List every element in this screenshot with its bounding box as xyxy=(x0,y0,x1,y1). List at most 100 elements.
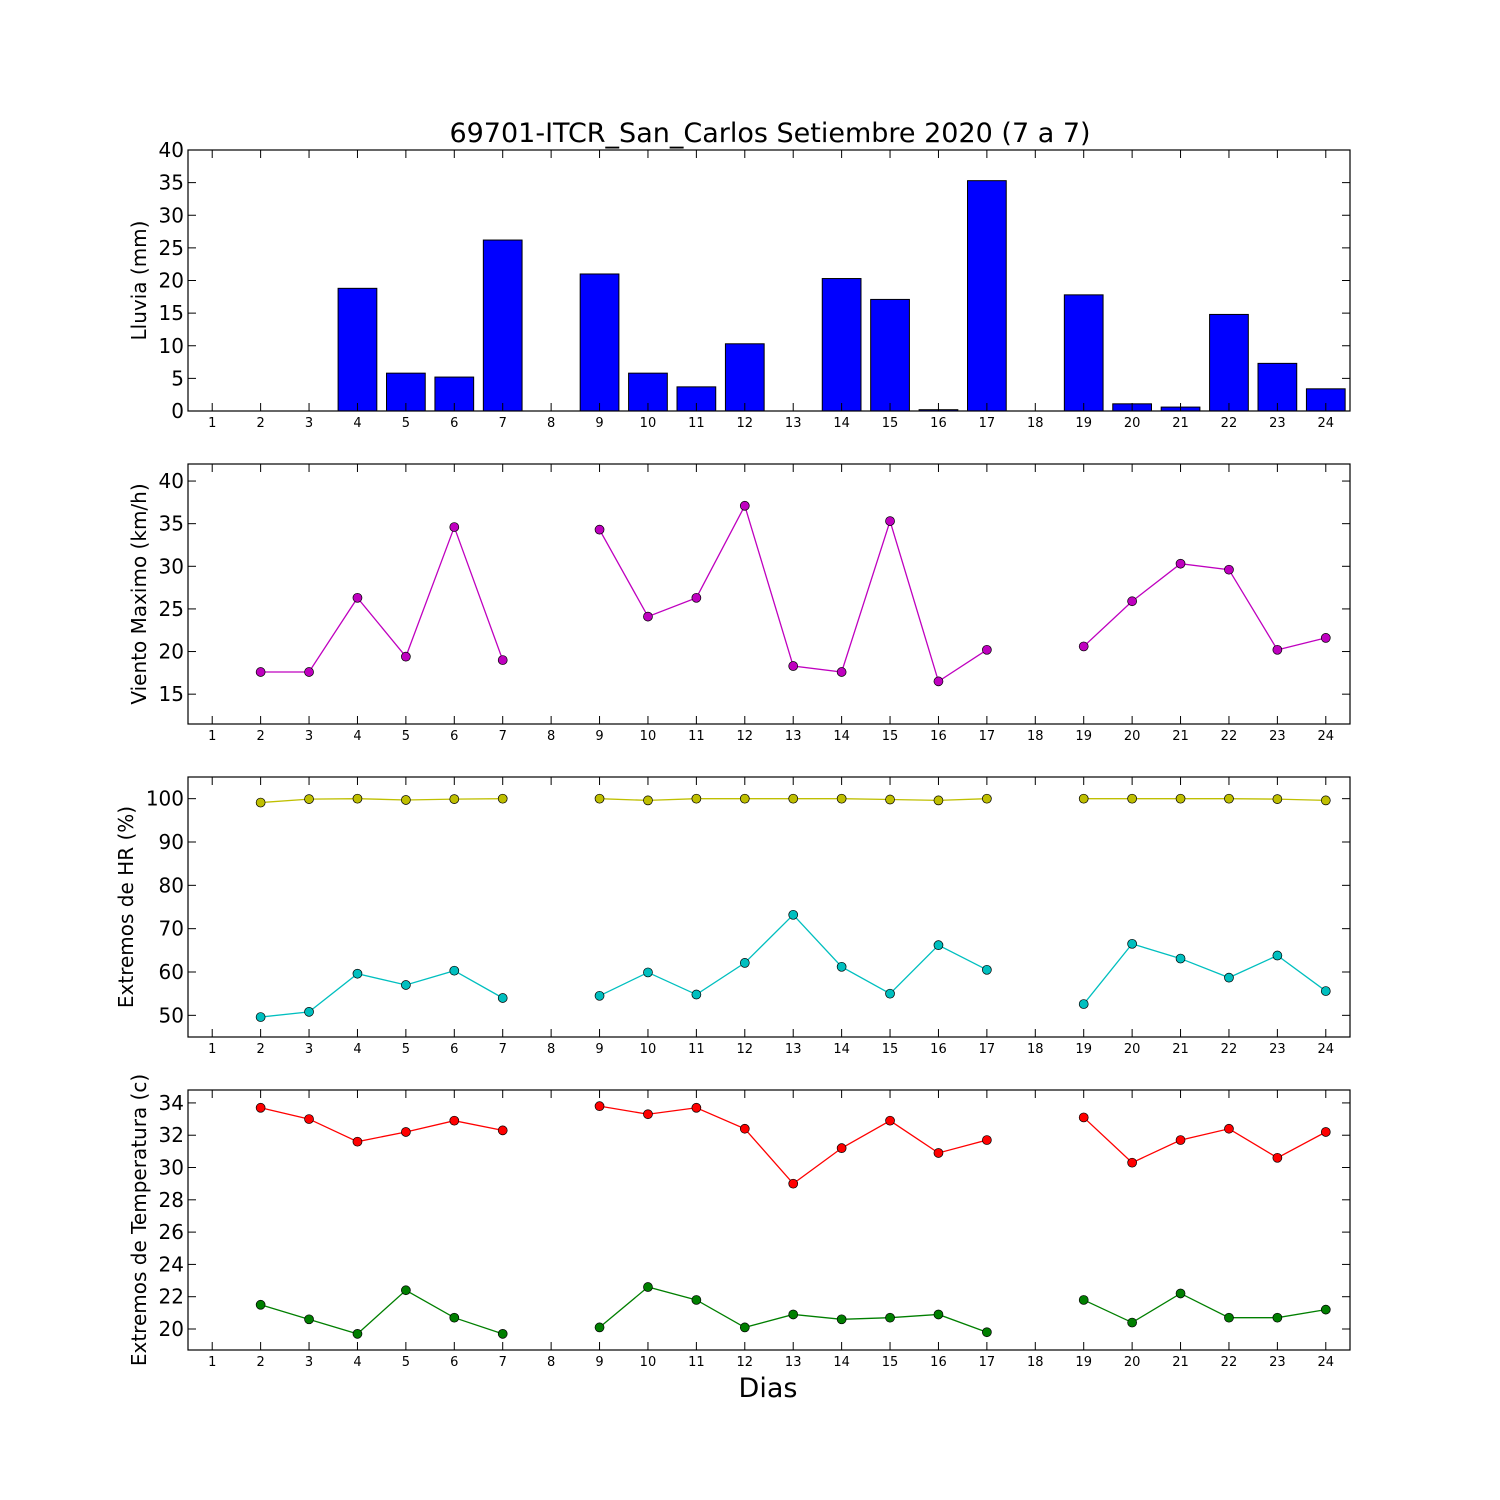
y-tick-label: 40 xyxy=(159,469,184,493)
x-tick-label: 8 xyxy=(547,1042,555,1057)
x-tick-label: 8 xyxy=(547,1355,555,1370)
x-tick-label: 12 xyxy=(737,416,754,431)
data-point xyxy=(836,667,847,677)
data-point xyxy=(788,661,799,671)
data-point xyxy=(304,667,314,677)
y-tick-label: 20 xyxy=(159,269,184,293)
data-point xyxy=(255,1012,266,1022)
x-tick-label: 19 xyxy=(1075,1042,1092,1057)
data-point xyxy=(1224,1312,1234,1323)
x-tick-label: 24 xyxy=(1318,416,1335,431)
data-point xyxy=(594,990,605,1001)
x-tick-label: 16 xyxy=(930,1355,947,1370)
data-point xyxy=(1224,1123,1234,1134)
x-tick-label: 17 xyxy=(979,1355,996,1370)
data-point xyxy=(1078,1112,1089,1123)
y-tick-label: 30 xyxy=(159,1156,184,1180)
data-point xyxy=(788,793,799,804)
x-tick-label: 7 xyxy=(499,416,507,431)
data-point xyxy=(401,651,411,662)
data-point xyxy=(885,988,895,999)
data-point xyxy=(691,1102,702,1113)
y-tick-label: 50 xyxy=(159,1003,184,1027)
x-tick-label: 2 xyxy=(256,1355,264,1370)
y-tick-label: 34 xyxy=(159,1091,184,1115)
x-tick-label: 13 xyxy=(785,1355,802,1370)
y-axis-label: Viento Maximo (km/h) xyxy=(127,483,151,704)
y-tick-label: 30 xyxy=(159,203,184,227)
data-point xyxy=(739,1123,750,1134)
x-tick-label: 18 xyxy=(1027,729,1044,744)
data-point xyxy=(1224,793,1234,804)
data-point xyxy=(1078,1295,1089,1305)
x-tick-label: 21 xyxy=(1172,416,1189,431)
x-tick-label: 10 xyxy=(640,1355,657,1370)
y-tick-label: 26 xyxy=(159,1220,184,1244)
data-point xyxy=(643,1109,653,1120)
y-axis-label: Extremos de Temperatura (c) xyxy=(127,1074,151,1366)
data-point xyxy=(885,1115,895,1126)
y-tick-label: 15 xyxy=(159,301,184,325)
data-point xyxy=(739,793,750,804)
data-point xyxy=(1320,1127,1331,1137)
data-point xyxy=(1078,999,1089,1009)
x-tick-label: 19 xyxy=(1075,416,1092,431)
data-point xyxy=(255,1299,266,1310)
data-point xyxy=(449,794,460,804)
data-point xyxy=(1127,1317,1137,1328)
data-point xyxy=(643,611,653,622)
data-point xyxy=(1224,564,1234,575)
y-tick-label: 32 xyxy=(159,1123,184,1147)
data-point xyxy=(401,795,411,805)
data-point xyxy=(1272,1152,1283,1163)
data-point xyxy=(836,1143,847,1153)
data-point xyxy=(982,1135,992,1145)
data-point xyxy=(691,1295,702,1305)
data-point xyxy=(352,793,363,804)
x-tick-label: 6 xyxy=(450,416,458,431)
x-tick-label: 23 xyxy=(1269,416,1286,431)
data-point xyxy=(788,1178,799,1189)
data-point xyxy=(401,980,411,990)
data-point xyxy=(1320,795,1331,806)
x-tick-label: 10 xyxy=(640,1042,657,1057)
data-point xyxy=(1272,794,1283,804)
data-point xyxy=(497,655,508,665)
x-tick-label: 21 xyxy=(1172,1355,1189,1370)
x-tick-label: 22 xyxy=(1221,729,1238,744)
x-tick-label: 4 xyxy=(353,416,361,431)
data-point xyxy=(885,1312,895,1323)
data-point xyxy=(1175,1135,1186,1145)
data-point xyxy=(352,592,363,603)
x-tick-label: 18 xyxy=(1027,416,1044,431)
x-tick-label: 21 xyxy=(1172,1042,1189,1057)
x-tick-label: 5 xyxy=(402,1355,410,1370)
x-tick-label: 9 xyxy=(595,1355,603,1370)
data-point xyxy=(982,644,992,655)
data-point xyxy=(933,795,944,806)
x-tick-label: 23 xyxy=(1269,729,1286,744)
plot-frame xyxy=(187,1089,1351,1351)
rain-bar xyxy=(482,239,523,412)
x-tick-label: 9 xyxy=(595,416,603,431)
data-point xyxy=(739,1322,750,1333)
x-tick-label: 4 xyxy=(353,1042,361,1057)
y-axis-label: Lluvia (mm) xyxy=(127,221,151,341)
x-tick-label: 8 xyxy=(547,416,555,431)
data-point xyxy=(449,1115,460,1126)
data-point xyxy=(497,993,508,1003)
x-tick-label: 16 xyxy=(930,1042,947,1057)
x-tick-label: 14 xyxy=(833,416,850,431)
data-point xyxy=(1175,793,1186,804)
y-tick-label: 35 xyxy=(159,171,184,195)
x-tick-label: 1 xyxy=(208,416,216,431)
data-point xyxy=(739,500,750,511)
y-tick-label: 0 xyxy=(171,399,184,423)
x-tick-label: 11 xyxy=(688,1042,705,1057)
x-tick-label: 20 xyxy=(1124,729,1141,744)
data-point xyxy=(449,1312,460,1323)
data-point xyxy=(497,1329,508,1339)
x-tick-label: 12 xyxy=(737,1042,754,1057)
